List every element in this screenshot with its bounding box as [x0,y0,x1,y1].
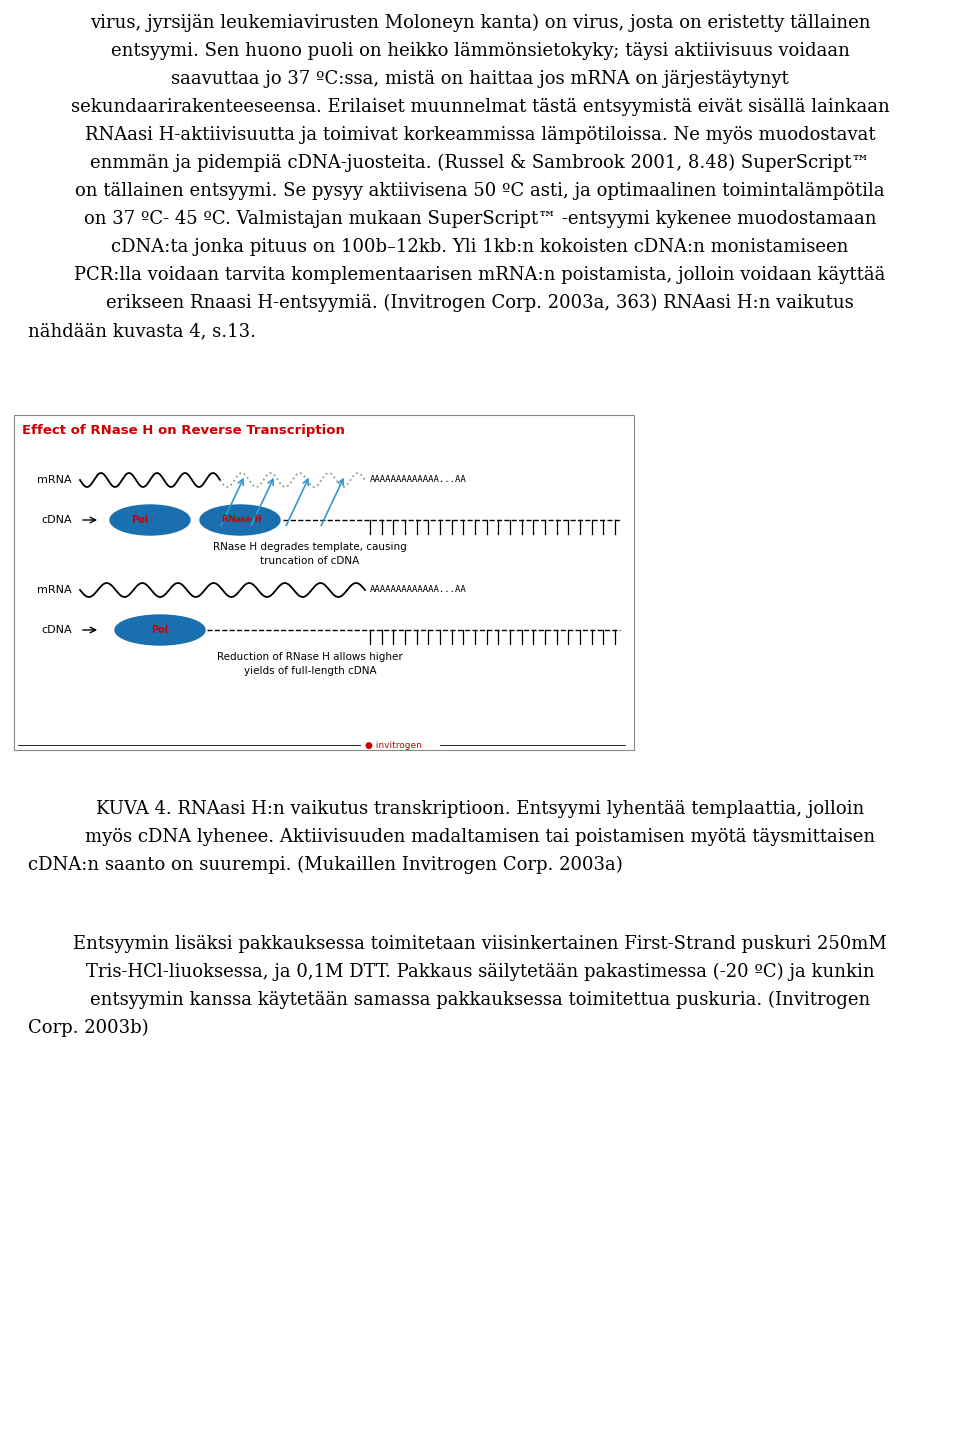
Text: mRNA: mRNA [37,474,72,485]
Text: Corp. 2003b): Corp. 2003b) [28,1019,149,1037]
Text: mRNA: mRNA [37,585,72,596]
Text: cDNA:ta jonka pituus on 100b–12kb. Yli 1kb:n kokoisten cDNA:n monistamiseen: cDNA:ta jonka pituus on 100b–12kb. Yli 1… [111,238,849,257]
Text: myös cDNA lyhenee. Aktiivisuuden madaltamisen tai poistamisen myötä täysmittaise: myös cDNA lyhenee. Aktiivisuuden madalta… [84,828,876,846]
Text: Tris-HCl-liuoksessa, ja 0,1M DTT. Pakkaus säilytetään pakastimessa (-20 ºC) ja k: Tris-HCl-liuoksessa, ja 0,1M DTT. Pakkau… [85,963,875,981]
Text: erikseen Rnaasi H-entsyymiä. (Invitrogen Corp. 2003a, 363) RNAasi H:n vaikutus: erikseen Rnaasi H-entsyymiä. (Invitrogen… [107,294,853,313]
Text: sekundaarirakenteeseensa. Erilaiset muunnelmat tästä entsyymistä eivät sisällä l: sekundaarirakenteeseensa. Erilaiset muun… [71,98,889,115]
Text: yields of full-length cDNA: yields of full-length cDNA [244,666,376,676]
Text: RNAasi H-aktiivisuutta ja toimivat korkeammissa lämpötiloissa. Ne myös muodostav: RNAasi H-aktiivisuutta ja toimivat korke… [84,125,876,144]
Text: on 37 ºC- 45 ºC. Valmistajan mukaan SuperScript™ -entsyymi kykenee muodostamaan: on 37 ºC- 45 ºC. Valmistajan mukaan Supe… [84,211,876,228]
Text: virus, jyrsijän leukemiavirusten Moloneyn kanta) on virus, josta on eristetty tä: virus, jyrsijän leukemiavirusten Moloney… [89,14,871,32]
Text: AAAAAAAAAAAAA...AA: AAAAAAAAAAAAA...AA [370,585,467,594]
Text: enmmän ja pidempiä cDNA-juosteita. (Russel & Sambrook 2001, 8.48) SuperScript™: enmmän ja pidempiä cDNA-juosteita. (Russ… [90,154,870,172]
Bar [14,415,634,750]
Text: Reduction of RNase H allows higher: Reduction of RNase H allows higher [217,652,403,662]
Text: saavuttaa jo 37 ºC:ssa, mistä on haittaa jos mRNA on järjestäytynyt: saavuttaa jo 37 ºC:ssa, mistä on haittaa… [171,71,789,88]
Text: ● invitrogen: ● invitrogen [365,741,421,750]
Text: PCR:lla voidaan tarvita komplementaarisen mRNA:n poistamista, jolloin voidaan kä: PCR:lla voidaan tarvita komplementaarise… [74,265,886,284]
Ellipse shape [200,505,280,535]
Ellipse shape [110,505,190,535]
Text: entsyymi. Sen huono puoli on heikko lämmönsietokyky; täysi aktiivisuus voidaan: entsyymi. Sen huono puoli on heikko lämm… [110,42,850,61]
Text: truncation of cDNA: truncation of cDNA [260,557,360,567]
Text: Entsyymin lisäksi pakkauksessa toimitetaan viisinkertainen First-Strand puskuri : Entsyymin lisäksi pakkauksessa toimiteta… [73,934,887,953]
Text: Pol: Pol [152,624,169,634]
Text: nähdään kuvasta 4, s.13.: nähdään kuvasta 4, s.13. [28,322,256,340]
Ellipse shape [115,614,205,645]
Text: AAAAAAAAAAAAA...AA: AAAAAAAAAAAAA...AA [370,476,467,485]
Text: RNase H degrades template, causing: RNase H degrades template, causing [213,542,407,552]
Text: entsyymin kanssa käytetään samassa pakkauksessa toimitettua puskuria. (Invitroge: entsyymin kanssa käytetään samassa pakka… [90,991,870,1009]
Text: Effect of RNase H on Reverse Transcription: Effect of RNase H on Reverse Transcripti… [22,424,345,437]
Text: KUVA 4. RNAasi H:n vaikutus transkriptioon. Entsyymi lyhentää templaattia, jollo: KUVA 4. RNAasi H:n vaikutus transkriptio… [96,800,864,818]
Text: Pol: Pol [132,515,149,525]
Text: cDNA: cDNA [41,624,72,634]
Text: RNase H: RNase H [223,515,262,525]
Text: on tällainen entsyymi. Se pysyy aktiivisena 50 ºC asti, ja optimaalinen toiminta: on tällainen entsyymi. Se pysyy aktiivis… [75,182,885,200]
Text: cDNA:n saanto on suurempi. (Mukaillen Invitrogen Corp. 2003a): cDNA:n saanto on suurempi. (Mukaillen In… [28,857,623,874]
Text: cDNA: cDNA [41,515,72,525]
